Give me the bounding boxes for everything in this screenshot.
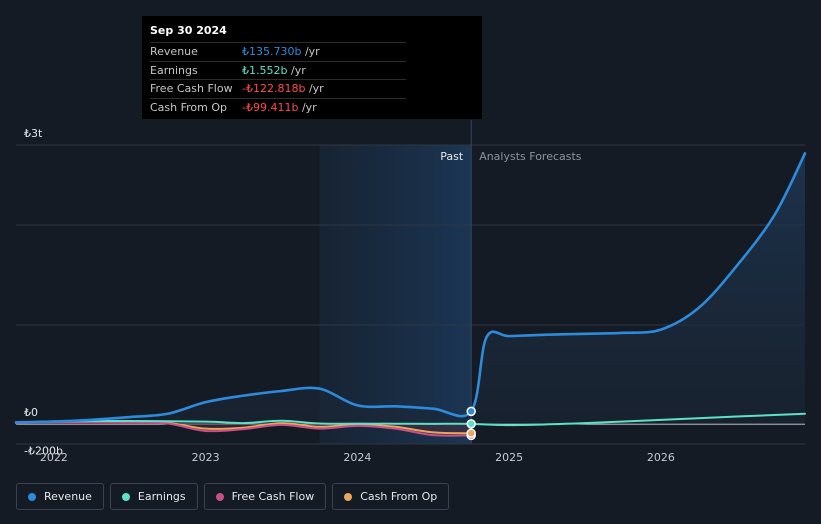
tooltip-row-earnings: Earnings ₺1.552b /yr bbox=[150, 60, 406, 80]
tooltip-value: ₺1.552b bbox=[242, 63, 288, 77]
tooltip-unit: /yr bbox=[301, 100, 317, 114]
x-tick-label: 2022 bbox=[40, 451, 68, 464]
revenue-area bbox=[16, 153, 805, 424]
tooltip-date: Sep 30 2024 bbox=[150, 24, 227, 37]
series-line-earnings bbox=[15, 412, 806, 427]
legend-item-revenue[interactable]: Revenue bbox=[16, 483, 104, 510]
chart-legend: Revenue Earnings Free Cash Flow Cash Fro… bbox=[16, 483, 450, 510]
x-tick-label: 2026 bbox=[647, 451, 675, 464]
legend-item-free-cash-flow[interactable]: Free Cash Flow bbox=[203, 483, 327, 510]
y-tick-label: -₺200b bbox=[24, 445, 63, 458]
series-line-revenue bbox=[14, 152, 807, 424]
legend-dot-icon bbox=[121, 492, 130, 501]
tooltip-value: -₺99.411b bbox=[242, 100, 299, 114]
legend-label: Free Cash Flow bbox=[231, 490, 315, 503]
x-tick-label: 2023 bbox=[192, 451, 220, 464]
legend-label: Earnings bbox=[137, 490, 186, 503]
hover-marker-earnings bbox=[466, 419, 476, 429]
tooltip-row-revenue: Revenue ₺135.730b /yr bbox=[150, 42, 406, 61]
legend-dot-icon bbox=[344, 492, 353, 501]
y-tick-label: ₺3t bbox=[24, 127, 43, 140]
past-region-highlight bbox=[319, 145, 472, 444]
tooltip-label: Earnings bbox=[150, 63, 198, 77]
legend-dot-icon bbox=[28, 492, 36, 501]
legend-item-earnings[interactable]: Earnings bbox=[109, 483, 198, 510]
hover-marker-cash-from-op bbox=[466, 428, 476, 438]
past-label: Past bbox=[440, 150, 464, 163]
tooltip-value: -₺122.818b bbox=[242, 82, 306, 95]
tooltip-label: Cash From Op bbox=[150, 100, 228, 114]
legend-dot-icon bbox=[215, 492, 224, 501]
tooltip-row-free-cash-flow: Free Cash Flow -₺122.818b /yr bbox=[150, 79, 406, 98]
tooltip-label: Free Cash Flow bbox=[150, 82, 233, 95]
legend-item-cash-from-op[interactable]: Cash From Op bbox=[332, 483, 450, 510]
tooltip-value: ₺135.730b bbox=[242, 45, 302, 58]
tooltip-row-cash-from-op: Cash From Op -₺99.411b /yr bbox=[150, 97, 406, 117]
y-tick-label: ₺0 bbox=[24, 406, 38, 419]
hover-marker-revenue bbox=[466, 406, 476, 417]
forecast-label: Analysts Forecasts bbox=[479, 150, 582, 163]
tooltip-unit: /yr bbox=[308, 82, 324, 95]
x-tick-label: 2025 bbox=[495, 451, 523, 464]
legend-label: Cash From Op bbox=[360, 490, 438, 503]
series-line-free-cash-flow bbox=[15, 421, 473, 437]
tooltip-label: Revenue bbox=[150, 45, 198, 58]
x-tick-label: 2024 bbox=[343, 451, 371, 464]
legend-label: Revenue bbox=[44, 490, 92, 503]
tooltip-unit: /yr bbox=[304, 45, 320, 58]
tooltip-unit: /yr bbox=[290, 63, 306, 77]
hover-tooltip: Sep 30 2024 Revenue ₺135.730b /yr Earnin… bbox=[142, 16, 482, 119]
